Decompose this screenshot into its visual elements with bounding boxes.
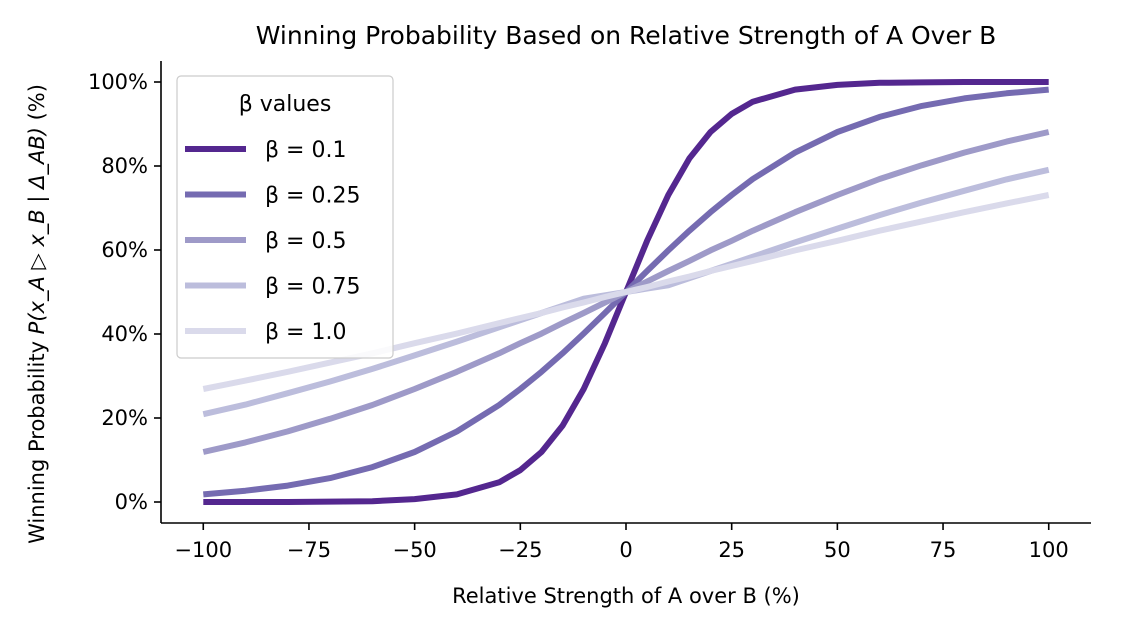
x-tick-label: −25 xyxy=(498,538,542,562)
y-ticks: 0% 20% 40% 60% 80% 100% xyxy=(88,70,161,514)
x-tick-label: 0 xyxy=(619,538,632,562)
legend: β values β = 0.1β = 0.25β = 0.5β = 0.75β… xyxy=(176,75,394,359)
y-tick-label: 60% xyxy=(101,238,148,262)
legend-label: β = 0.25 xyxy=(265,184,360,209)
legend-frame xyxy=(176,75,394,359)
y-tick-label: 100% xyxy=(88,70,148,94)
legend-label: β = 0.75 xyxy=(265,275,360,300)
legend-label: β = 0.5 xyxy=(265,229,346,254)
x-tick-label: 50 xyxy=(824,538,851,562)
y-tick-label: 80% xyxy=(101,154,148,178)
chart-title: Winning Probability Based on Relative St… xyxy=(256,21,996,50)
x-tick-label: 25 xyxy=(718,538,745,562)
y-axis-title: Winning Probability P(x_A ▷ x_B | Δ_AB) … xyxy=(25,84,50,544)
x-tick-label: −50 xyxy=(392,538,436,562)
legend-label: β = 0.1 xyxy=(265,138,346,163)
legend-label: β = 1.0 xyxy=(265,320,346,345)
y-tick-label: 20% xyxy=(101,406,148,430)
x-axis-title: Relative Strength of A over B (%) xyxy=(452,584,800,608)
x-ticks: −100 −75 −50 −25 0 25 50 75 100 xyxy=(174,523,1069,562)
legend-items: β = 0.1 β = 0.25 β = 0.5 β = 0.75 β = 1.0 xyxy=(185,138,360,345)
y-tick-label: 0% xyxy=(115,490,148,514)
y-axis-title-suffix: (%) xyxy=(25,84,49,127)
y-axis-title-formula: P(x_A ▷ x_B | Δ_AB) xyxy=(25,127,50,334)
legend-title: β values xyxy=(239,92,332,117)
x-tick-label: 100 xyxy=(1029,538,1069,562)
y-tick-label: 40% xyxy=(101,322,148,346)
x-tick-label: −75 xyxy=(287,538,331,562)
x-tick-label: −100 xyxy=(174,538,232,562)
y-axis-title-prefix: Winning Probability xyxy=(25,334,49,544)
x-tick-label: 75 xyxy=(930,538,957,562)
